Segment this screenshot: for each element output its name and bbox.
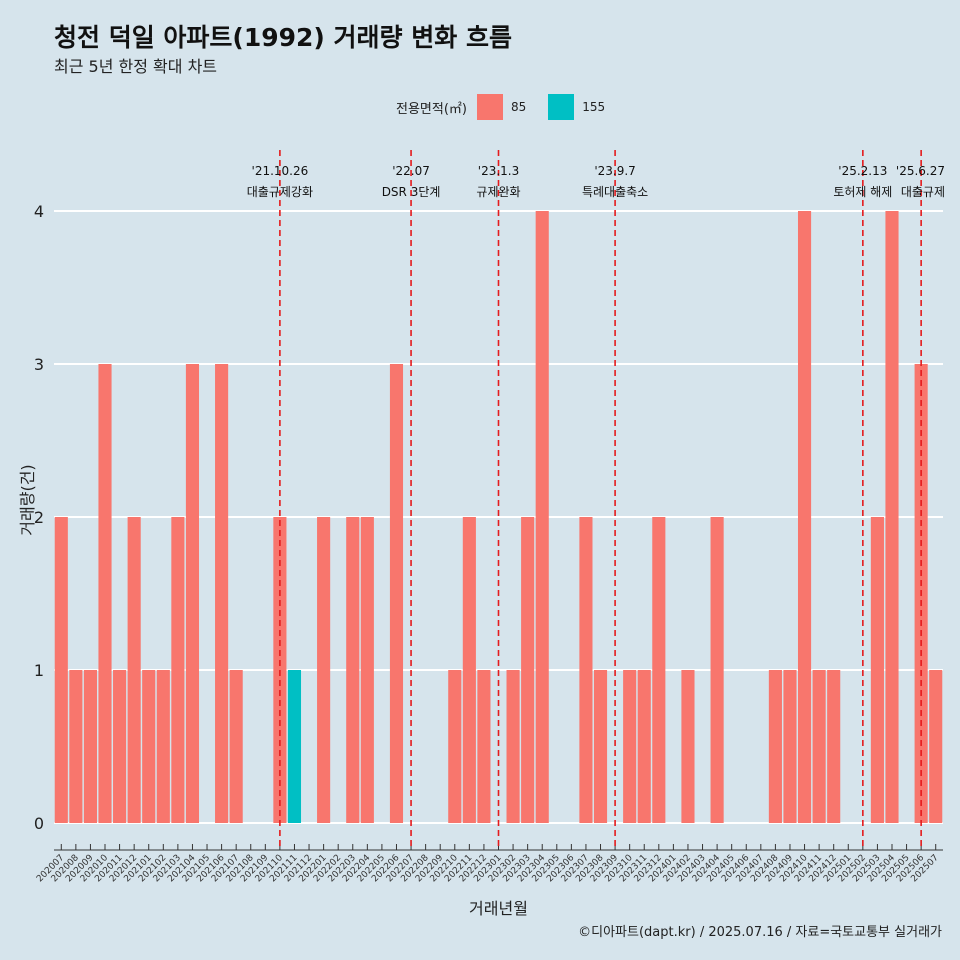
- bar-85-202206: [389, 364, 404, 823]
- bar-85-202204: [360, 517, 374, 823]
- bar-85-202303: [521, 517, 535, 823]
- bar-155-202111: [287, 670, 302, 823]
- chart-subtitle: 최근 5년 한정 확대 차트: [54, 57, 218, 76]
- bar-85-202504: [885, 211, 899, 823]
- y-tick-label: 0: [34, 814, 44, 833]
- bar-85-202304: [535, 211, 549, 823]
- caption: ©디아파트(dapt.kr) / 2025.07.16 / 자료=국토교통부 실…: [578, 925, 942, 940]
- bar-85-202201: [317, 517, 331, 823]
- event-label-0: 대출규제강화: [247, 185, 313, 199]
- y-tick-label: 3: [34, 355, 44, 374]
- legend-label-155: 155: [582, 100, 606, 114]
- bar-85-202311: [637, 670, 651, 823]
- event-date-1: '22.07: [392, 164, 430, 178]
- bar-85-202412: [827, 670, 841, 823]
- legend-title: 전용면적(㎡): [396, 101, 467, 117]
- bar-85-202408: [768, 670, 782, 823]
- bar-85-202211: [462, 517, 476, 823]
- bar-85-202410: [797, 211, 812, 823]
- legend-label-85: 85: [510, 100, 527, 114]
- y-tick-label: 1: [34, 661, 44, 680]
- y-tick-label: 2: [34, 508, 44, 527]
- bar-85-202010: [98, 364, 112, 823]
- event-date-2: '23.1.3: [478, 164, 519, 178]
- bar-85-202409: [783, 670, 797, 823]
- bar-85-202402: [681, 670, 695, 823]
- event-date-0: '21.10.26: [252, 164, 309, 178]
- bar-85-202102: [156, 670, 170, 823]
- event-date-3: '23.9.7: [594, 164, 635, 178]
- event-label-2: 규제완화: [476, 185, 520, 199]
- bar-85-202203: [346, 517, 360, 823]
- bar-85-202104: [185, 364, 200, 823]
- bar-85-202411: [812, 670, 826, 823]
- bar-85-202307: [579, 517, 593, 823]
- bar-85-202310: [623, 670, 637, 823]
- event-label-4: 토허제 해제: [833, 185, 892, 199]
- event-date-5: '25.6.27: [896, 164, 945, 178]
- x-axis-title: 거래년월: [469, 899, 528, 918]
- bar-85-202009: [83, 670, 97, 823]
- bar-85-202012: [127, 517, 141, 823]
- event-date-4: '25.2.13: [838, 164, 887, 178]
- event-label-1: DSR 3단계: [382, 185, 441, 199]
- bar-85-202101: [142, 670, 156, 823]
- bar-85-202302: [506, 670, 520, 823]
- bar-85-202308: [593, 670, 608, 823]
- bar-85-202103: [171, 517, 185, 823]
- bar-85-202507: [929, 670, 943, 823]
- bar-85-202007: [54, 517, 68, 823]
- bar-85-202212: [477, 670, 491, 823]
- event-label-3: 특례대출축소: [582, 185, 648, 199]
- y-tick-label: 4: [34, 202, 44, 221]
- legend-key-85: [476, 94, 503, 120]
- bar-85-202008: [69, 670, 83, 823]
- bar-85-202404: [710, 517, 724, 823]
- legend-key-155: [548, 94, 575, 120]
- y-axis-title: 거래량(건): [18, 464, 37, 535]
- event-label-5: 대출규제: [901, 185, 945, 199]
- legend: 전용면적(㎡) 85 155: [396, 94, 627, 120]
- bar-85-202312: [652, 517, 666, 823]
- bar-85-202503: [870, 517, 884, 823]
- chart-title: 청전 덕일 아파트(1992) 거래량 변화 흐름: [54, 23, 512, 52]
- bar-85-202106: [215, 364, 229, 823]
- bar-85-202107: [229, 670, 243, 823]
- bar-85-202210: [448, 670, 462, 823]
- bar-85-202011: [113, 670, 127, 823]
